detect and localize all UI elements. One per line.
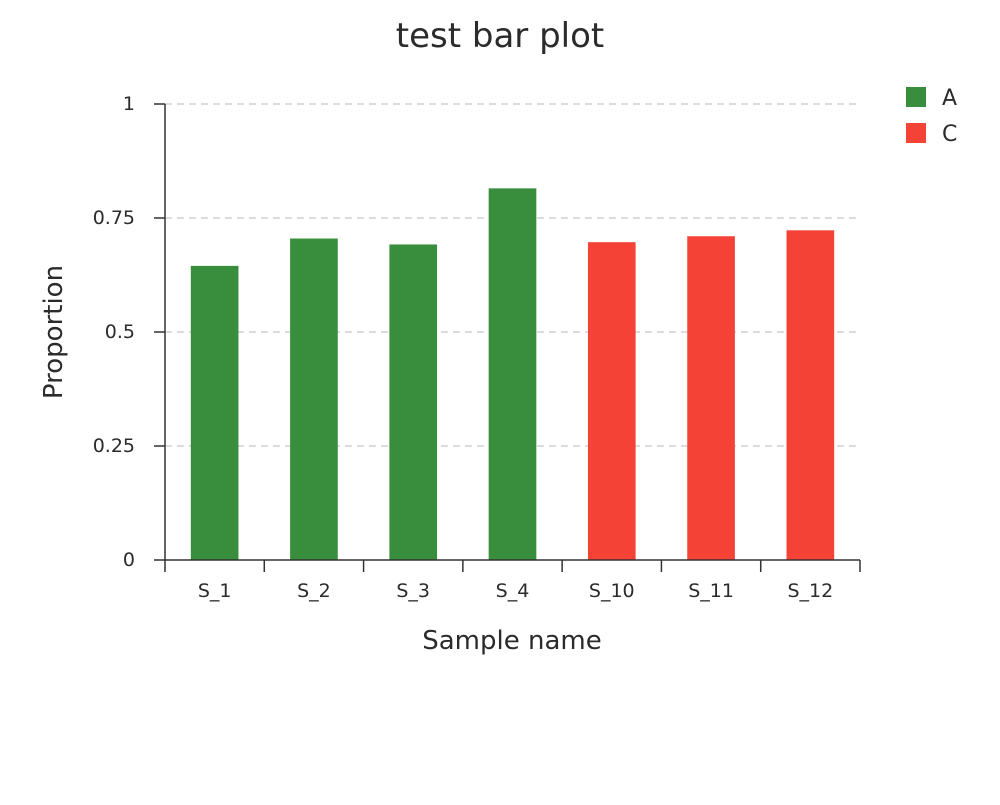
- chart-title: test bar plot: [396, 16, 604, 56]
- legend-swatch-C: [906, 123, 926, 143]
- bar-S_4: [488, 188, 537, 561]
- gridlines: [165, 103, 860, 447]
- legend-label-A: A: [942, 86, 957, 111]
- bar-S_3: [389, 244, 438, 560]
- y-tick-label: 1: [123, 93, 135, 115]
- legend: AC: [906, 86, 957, 147]
- x-tick-label: S_1: [198, 580, 232, 602]
- y-tick-label: 0: [123, 549, 135, 571]
- x-axis-label: Sample name: [422, 626, 602, 656]
- y-tick-label: 0.75: [93, 207, 135, 229]
- x-tick-labels: S_1 S_2 S_3 S_4 S_10 S_11 S_12: [198, 580, 833, 602]
- y-tick-labels: 0 0.25 0.5 0.75 1: [93, 93, 135, 571]
- bars: [190, 188, 835, 561]
- bar-S_2: [290, 238, 338, 560]
- x-tick-label: S_2: [297, 580, 331, 602]
- x-tick-label: S_12: [787, 580, 833, 602]
- y-tick-label: 0.5: [105, 321, 135, 343]
- bar-S_1: [190, 265, 239, 560]
- y-tick-label: 0.25: [93, 435, 135, 457]
- legend-label-C: C: [942, 122, 957, 147]
- bar-S_11: [687, 236, 735, 561]
- bar-S_12: [786, 230, 835, 560]
- x-tick-label: S_4: [496, 580, 530, 602]
- axes: [154, 103, 861, 572]
- x-tick-label: S_3: [396, 580, 430, 602]
- x-tick-label: S_11: [688, 580, 734, 602]
- legend-swatch-A: [906, 87, 926, 107]
- x-tick-label: S_10: [589, 580, 635, 602]
- bar-S_10: [587, 242, 636, 560]
- y-axis-label: Proportion: [39, 265, 69, 399]
